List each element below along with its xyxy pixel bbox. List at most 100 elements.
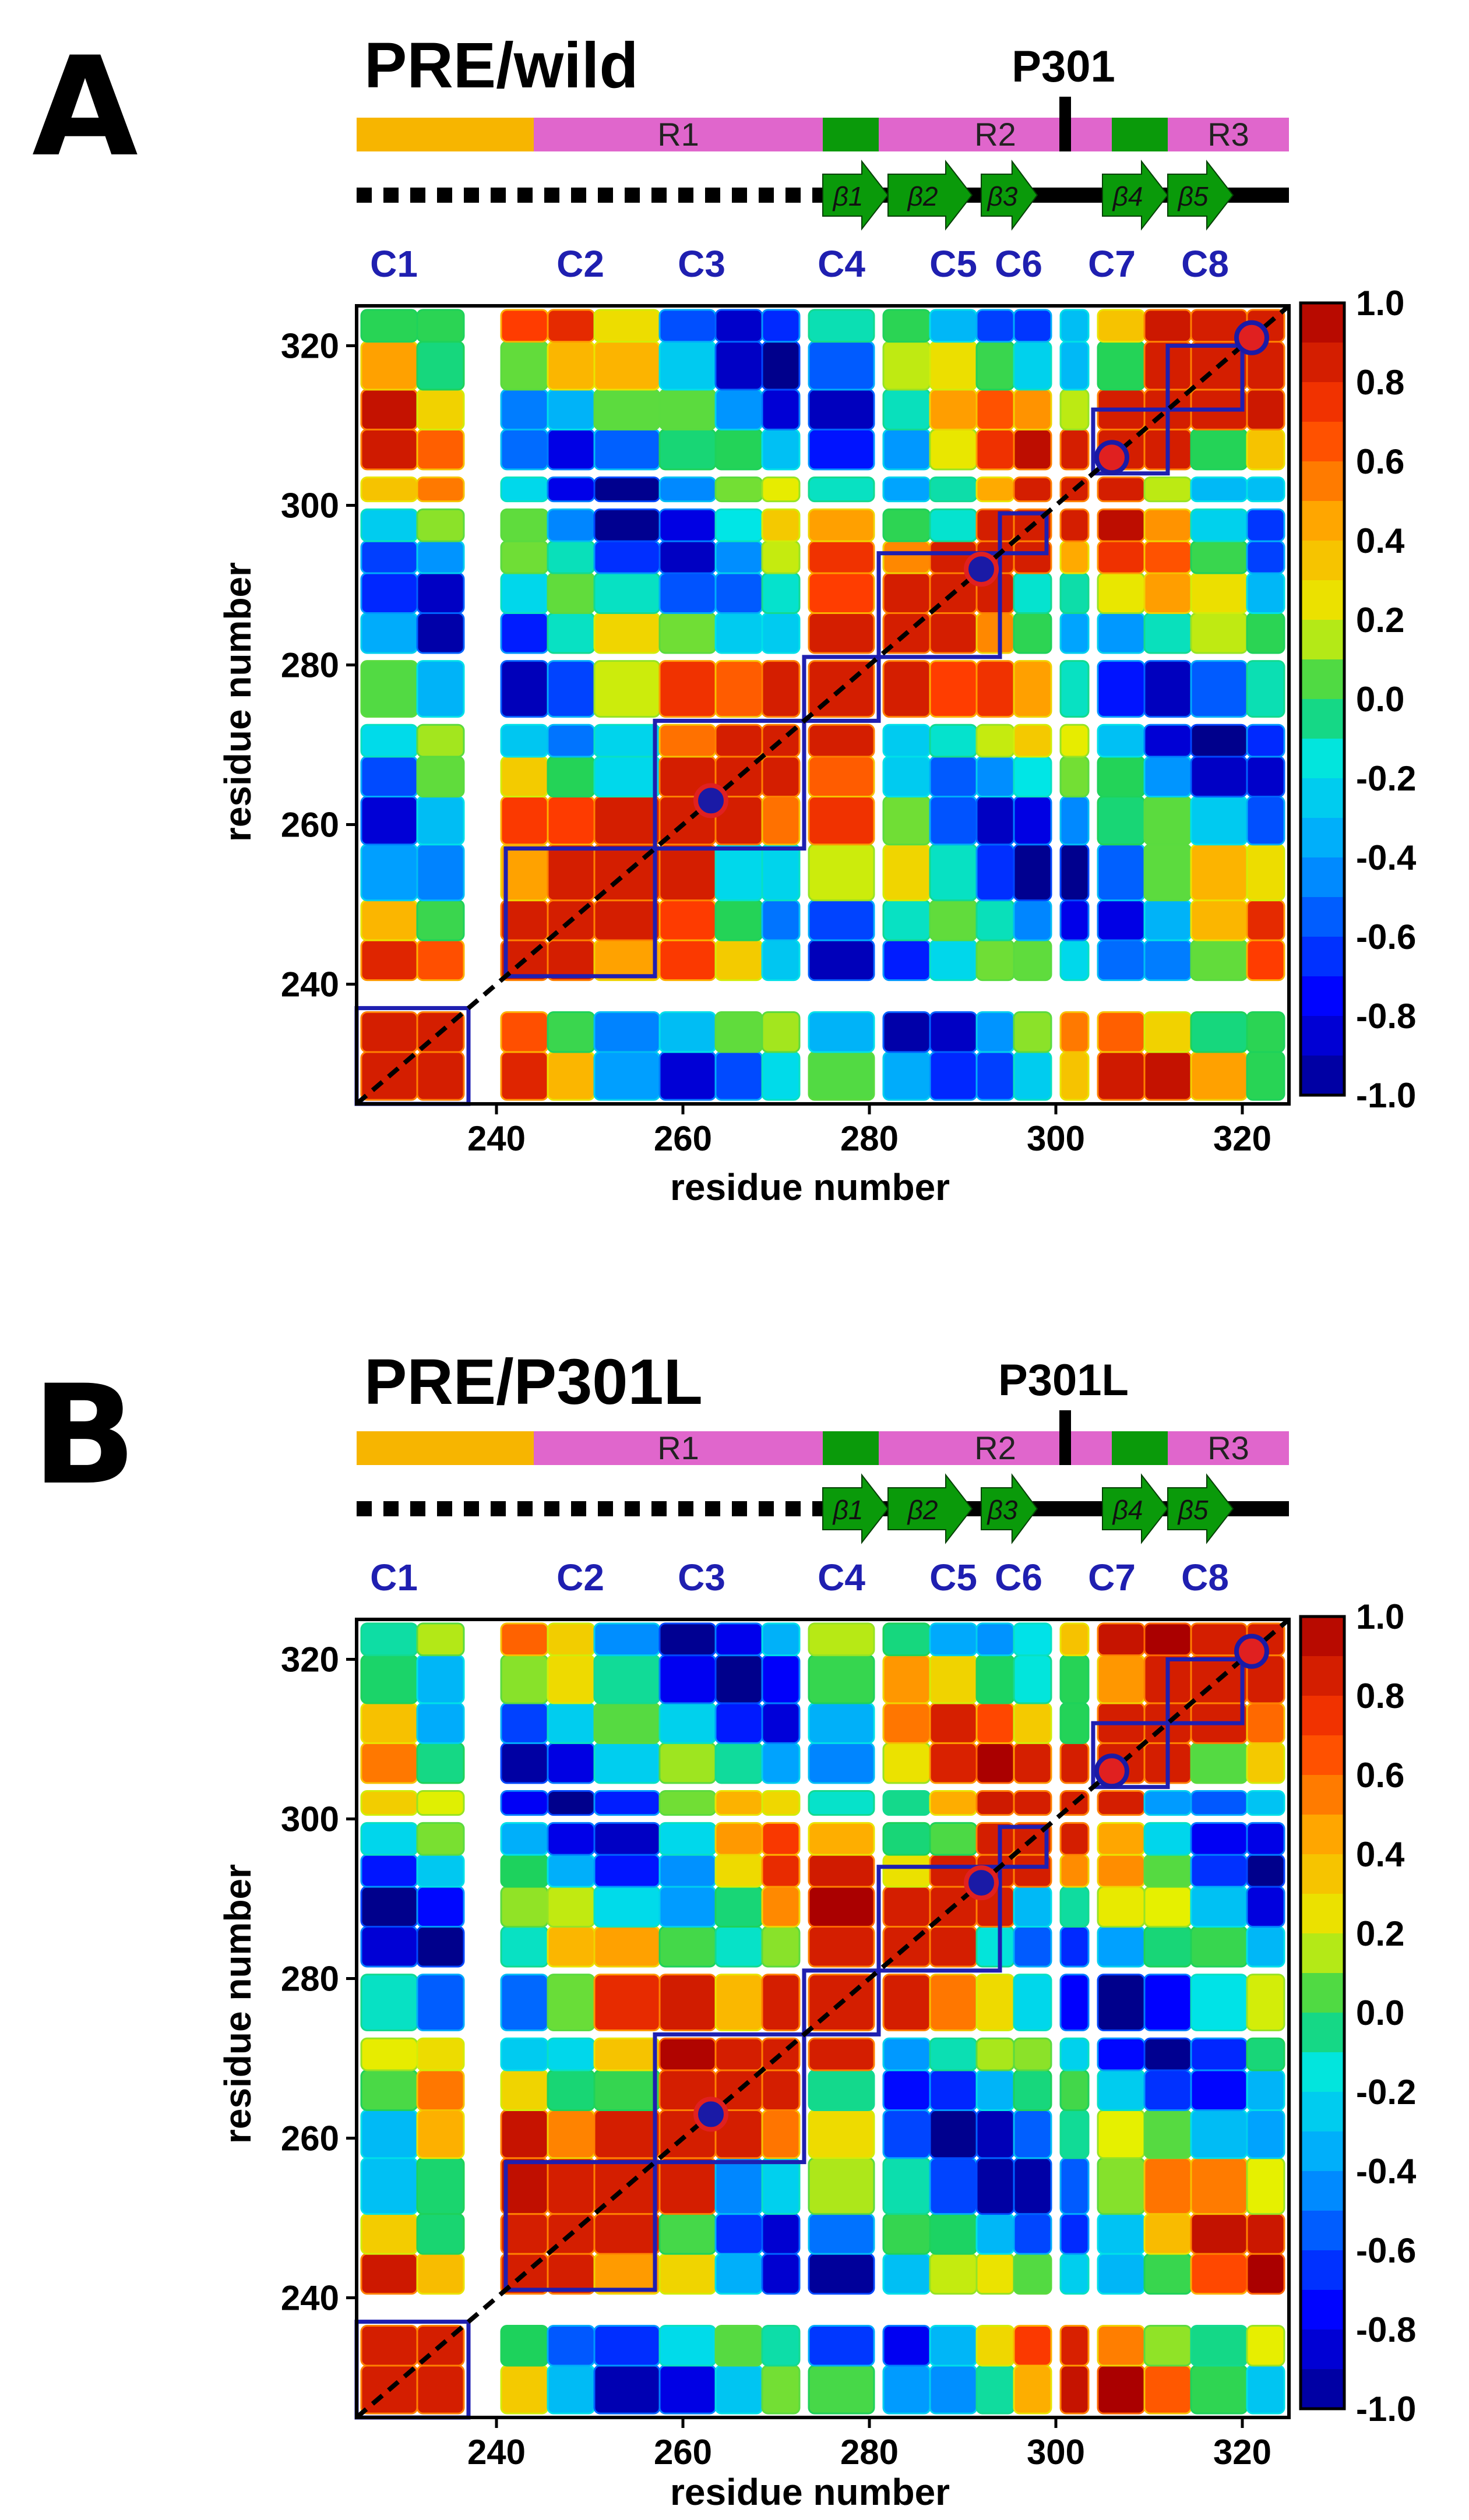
panel-a-heat-cell-12-13 — [1013, 477, 1052, 503]
panel-a-colorbar-band-14 — [1301, 857, 1344, 898]
panel-b-heat-cell-3-9 — [547, 1925, 596, 1968]
panel-b-heat-cell-6-7 — [714, 2037, 763, 2071]
panel-b-heat-cell-3-1 — [547, 2324, 596, 2367]
panel-a-heat-cell-13-2 — [1059, 939, 1090, 982]
panel-b-heat-cell-0-11 — [360, 1854, 418, 1888]
panel-b-heat-cell-10-6 — [929, 2069, 978, 2112]
panel-a-cluster-label-c1: C1 — [370, 243, 418, 285]
panel-b-heat-cell-6-4 — [714, 2157, 763, 2215]
panel-b-x-ticks: 240 260 280 300 320 — [467, 2417, 1271, 2472]
panel-a-heat-cell-2-17 — [500, 309, 549, 343]
panel-a-colorbar-tick-3: 0.4 — [1356, 521, 1405, 560]
panel-a-heat-cell-6-12 — [714, 508, 763, 542]
panel-b-heat-cell-2-7 — [500, 2037, 549, 2071]
panel-a-y-axis-label: residue number — [217, 562, 259, 842]
panel-b-x-tick-label-240: 240 — [467, 2433, 526, 2472]
panel-b-heat-cell-0-12 — [360, 1822, 418, 1856]
panel-a-heat-cell-1-10 — [416, 572, 465, 614]
panel-b-heat-cell-10-1 — [929, 2324, 978, 2367]
panel-b-heat-cell-2-8 — [500, 1974, 549, 2032]
panel-b-heat-cell-7-17 — [761, 1622, 801, 1657]
panel-a-heat-cell-12-17 — [1013, 309, 1052, 343]
panel-a-heat-cell-7-14 — [761, 428, 801, 471]
panel-a-heat-cell-16-8 — [1190, 660, 1248, 718]
panel-a-heat-cell-5-17 — [658, 309, 717, 343]
panel-b-heat-cell-15-13 — [1143, 1790, 1192, 1816]
panel-b-heat-cell-17-8 — [1246, 1974, 1285, 2032]
panel-a-heat-cell-0-8 — [360, 660, 418, 718]
panel-a-heat-cell-17-13 — [1246, 477, 1285, 503]
panel-a-heat-cell-15-17 — [1143, 309, 1192, 343]
panel-a-segment-label-r2: R2 — [974, 116, 1016, 153]
panel-a-heat-cell-17-2 — [1246, 939, 1285, 982]
panel-a-heat-cell-6-8 — [714, 660, 763, 718]
panel-a-heat-cell-1-5 — [416, 796, 465, 846]
panel-a-heat-cell-6-10 — [714, 572, 763, 614]
panel-a-heat-cell-8-9 — [808, 612, 875, 654]
panel-b-heat-cell-10-7 — [929, 2037, 978, 2071]
panel-a-heat-cell-16-4 — [1190, 843, 1248, 902]
panel-a-heat-cell-1-13 — [416, 477, 465, 503]
panel-a-heat-cell-2-8 — [500, 660, 549, 718]
panel-a-heat-cell-6-4 — [714, 843, 763, 902]
panel-b-cluster-box-c7 — [1091, 1721, 1170, 1790]
panel-a-heat-cell-15-9 — [1143, 612, 1192, 654]
panel-a-heat-cell-4-3 — [593, 899, 661, 941]
panel-b-heat-cell-11-6 — [975, 2069, 1015, 2112]
panel-a-heat-cell-6-14 — [714, 428, 763, 471]
panel-b-heat-cell-8-3 — [808, 2213, 875, 2255]
panel-a-heat-cell-2-6 — [500, 756, 549, 798]
panel-b-markers — [693, 1633, 1269, 2132]
panel-b-heat-cell-9-14 — [882, 1742, 931, 1784]
panel-a-heat-cell-4-13 — [593, 477, 661, 503]
panel-b-heat-cell-1-6 — [416, 2069, 465, 2112]
panel-a-heat-cell-7-16 — [761, 341, 801, 391]
panel-b-heat-cell-0-10 — [360, 1886, 418, 1928]
panel-b-heat-cell-17-15 — [1246, 1702, 1285, 1744]
panel-b-heat-cell-14-10 — [1097, 1886, 1146, 1928]
panel-a-heat-cell-10-17 — [929, 309, 978, 343]
panel-a-heat-cell-13-3 — [1059, 899, 1090, 941]
panel-a-heat-cell-16-1 — [1190, 1011, 1248, 1053]
panel-a-heat-cell-13-6 — [1059, 756, 1090, 798]
panel-b-colorbar-band-8 — [1301, 1933, 1344, 1974]
panel-b-colorbar-band-5 — [1301, 1815, 1344, 1855]
panel-b-cluster-labels: C1 C2 C3 C4 C5 C6 C7 C8 — [370, 1557, 1229, 1598]
panel-a-heat-cell-15-7 — [1143, 723, 1192, 758]
panel-b-heat-cell-12-0 — [1013, 2364, 1052, 2415]
panel-b-x-tick-label-300: 300 — [1027, 2433, 1085, 2472]
panel-a-heat-cell-7-11 — [761, 540, 801, 574]
panel-a-heat-cell-15-1 — [1143, 1011, 1192, 1053]
panel-b-heat-cell-9-12 — [882, 1822, 931, 1856]
panel-b-heat-cell-14-9 — [1097, 1925, 1146, 1968]
panel-b-heat-cell-9-3 — [882, 2213, 931, 2255]
panel-a-heat-cell-9-7 — [882, 723, 931, 758]
panel-b-heat-cell-5-9 — [658, 1925, 717, 1968]
panel-b-heat-cell-3-13 — [547, 1790, 596, 1816]
panel-b-cluster-label-c1: C1 — [370, 1557, 418, 1598]
panel-b-heat-cell-8-0 — [808, 2364, 875, 2415]
panel-a-colorbar-band-17 — [1301, 976, 1344, 1017]
panel-a-heat-cell-11-16 — [975, 341, 1015, 391]
panel-a-heat-cell-11-7 — [975, 723, 1015, 758]
panel-a-heat-cell-13-15 — [1059, 389, 1090, 430]
panel-a-cluster-label-c5: C5 — [929, 243, 977, 285]
panel-b-heat-cell-10-3 — [929, 2213, 978, 2255]
panel-a-heat-cell-4-14 — [593, 428, 661, 471]
panel-b-colorbar-tick-6: -0.2 — [1356, 2073, 1416, 2112]
panel-b-heat-cell-11-1 — [975, 2324, 1015, 2367]
panel-a-heat-cell-6-16 — [714, 341, 763, 391]
panel-a-heat-cell-8-17 — [808, 309, 875, 343]
panel-a-heat-cell-0-4 — [360, 843, 418, 902]
panel-b-heat-cell-10-12 — [929, 1822, 978, 1856]
panel-a-heat-cell-5-3 — [658, 899, 717, 941]
panel-a-heat-cell-9-8 — [882, 660, 931, 718]
panel-b-heat-cell-7-8 — [761, 1974, 801, 2032]
panel-a-heat-cell-10-7 — [929, 723, 978, 758]
panel-b-heat-cell-5-3 — [658, 2213, 717, 2255]
panel-b-heat-cell-4-11 — [593, 1854, 661, 1888]
panel-b-colorbar-band-2 — [1301, 1696, 1344, 1736]
panel-b-heat-cell-1-11 — [416, 1854, 465, 1888]
panel-b-cluster-label-c6: C6 — [995, 1557, 1042, 1598]
panel-a-heat-cell-7-2 — [761, 939, 801, 982]
